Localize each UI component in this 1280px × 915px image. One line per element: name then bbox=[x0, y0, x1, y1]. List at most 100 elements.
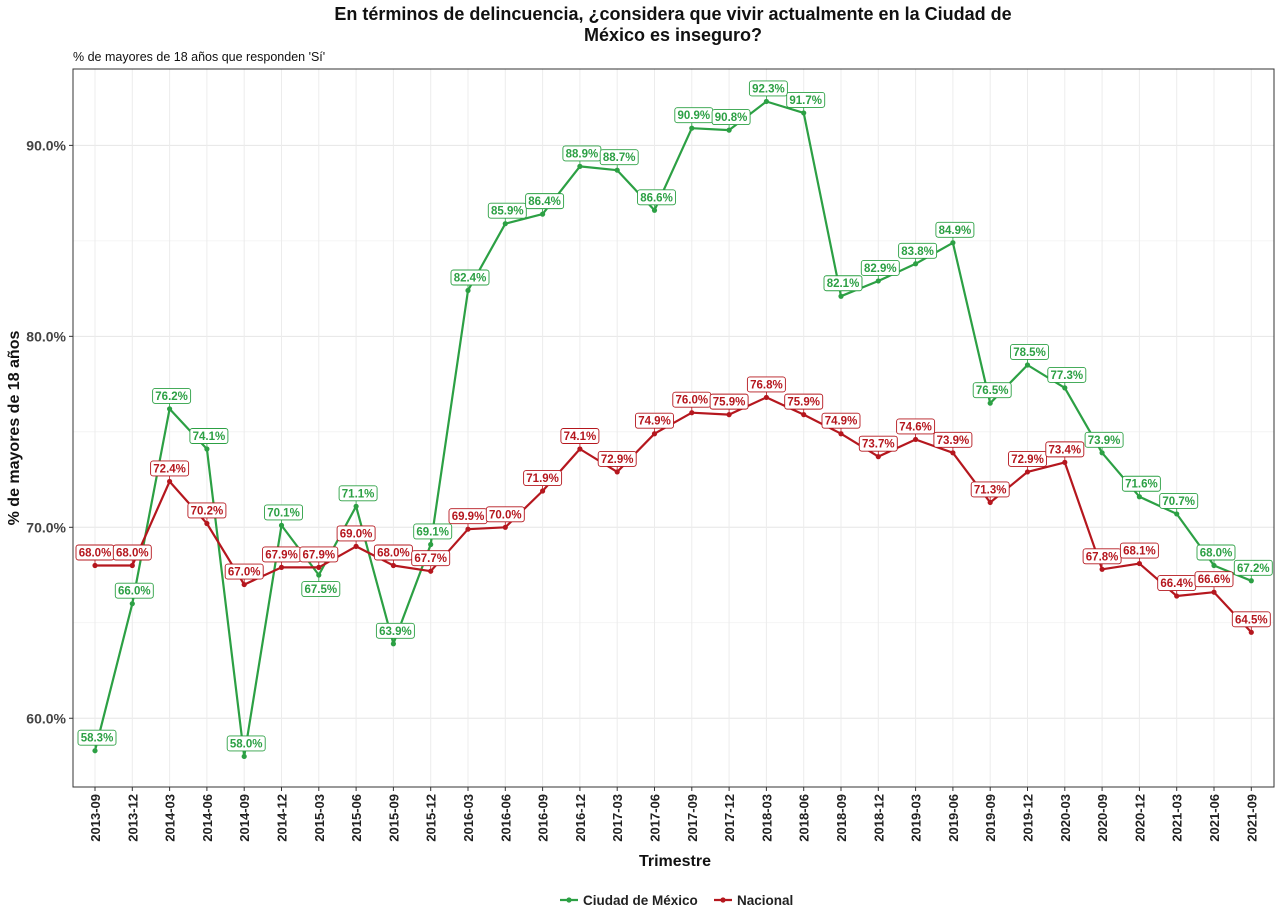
data-point-cdmx bbox=[1248, 578, 1254, 584]
data-label-box-nacional bbox=[784, 393, 824, 410]
x-tick-label: 2018-06 bbox=[797, 794, 812, 842]
x-axis-title: Trimestre bbox=[639, 853, 711, 870]
data-label-cdmx: 71.1% bbox=[342, 488, 375, 500]
data-label-cdmx: 82.9% bbox=[864, 263, 897, 275]
data-label-cdmx: 67.5% bbox=[304, 584, 337, 596]
data-label-box-cdmx bbox=[1121, 475, 1161, 492]
data-label-nacional: 74.6% bbox=[899, 421, 932, 433]
data-point-cdmx bbox=[129, 601, 135, 607]
plot-panel-border bbox=[72, 68, 1275, 788]
data-label-box-cdmx bbox=[226, 735, 266, 752]
data-label-box-cdmx bbox=[487, 202, 527, 219]
data-point-cdmx bbox=[241, 753, 247, 760]
data-label-box-nacional bbox=[560, 428, 600, 444]
data-label-box-nacional bbox=[187, 502, 227, 519]
data-label-box-nacional bbox=[1045, 441, 1085, 458]
data-label-box-cdmx bbox=[1196, 544, 1236, 561]
data-label-box-cdmx bbox=[189, 428, 229, 444]
data-label-nacional: 76.0% bbox=[675, 395, 708, 407]
data-label-nacional: 72.9% bbox=[1011, 454, 1044, 466]
x-tick-label: 2019-12 bbox=[1021, 794, 1036, 842]
data-label-box-cdmx bbox=[823, 275, 863, 292]
x-tick-label: 2017-12 bbox=[722, 794, 737, 842]
data-label-cdmx: 74.1% bbox=[193, 431, 226, 443]
data-label-box-cdmx bbox=[525, 193, 565, 210]
data-label-box-nacional bbox=[1194, 571, 1234, 588]
data-label-box-nacional bbox=[336, 525, 376, 542]
data-label-cdmx: 90.9% bbox=[677, 110, 710, 122]
data-label-cdmx: 90.8% bbox=[715, 112, 748, 124]
legend-label-cdmx: Ciudad de México bbox=[583, 893, 698, 908]
x-tick-label: 2017-09 bbox=[685, 794, 700, 842]
data-label-box-cdmx bbox=[77, 729, 117, 746]
x-tick-label: 2016-06 bbox=[498, 794, 513, 842]
data-label-cdmx: 78.5% bbox=[1013, 347, 1046, 359]
data-label-nacional: 72.4% bbox=[153, 463, 186, 475]
data-label-cdmx: 91.7% bbox=[789, 95, 822, 107]
data-label-nacional: 73.4% bbox=[1048, 444, 1081, 456]
data-label-cdmx: 88.9% bbox=[566, 148, 599, 160]
data-label-nacional: 67.9% bbox=[265, 549, 298, 561]
data-label-box-cdmx bbox=[711, 109, 751, 126]
data-label-nacional: 68.0% bbox=[116, 547, 149, 559]
x-tick-label: 2020-09 bbox=[1095, 794, 1110, 842]
x-tick-label: 2019-09 bbox=[983, 794, 998, 842]
data-label-cdmx: 82.4% bbox=[454, 273, 487, 285]
data-point-nacional bbox=[465, 526, 471, 532]
data-label-box-nacional bbox=[709, 393, 749, 410]
data-point-nacional bbox=[204, 520, 210, 527]
data-label-nacional: 69.9% bbox=[452, 511, 485, 523]
chart-title-line-2: México es inseguro? bbox=[584, 25, 762, 45]
x-tick-label: 2017-06 bbox=[648, 794, 663, 842]
series-line-cdmx bbox=[93, 100, 1252, 758]
data-label-box-cdmx bbox=[637, 189, 676, 206]
x-tick-label: 2014-03 bbox=[163, 794, 178, 842]
x-tick-label: 2014-09 bbox=[237, 794, 252, 842]
data-label-box-nacional bbox=[150, 460, 190, 477]
data-point-nacional bbox=[428, 568, 434, 574]
data-label-box-nacional bbox=[411, 550, 451, 567]
data-label-box-cdmx bbox=[898, 242, 938, 259]
data-label-cdmx: 84.9% bbox=[939, 225, 972, 237]
data-label-box-nacional bbox=[821, 412, 861, 429]
data-label-nacional: 70.2% bbox=[191, 505, 224, 517]
data-label-box-cdmx bbox=[375, 622, 415, 639]
x-tick-label: 2020-12 bbox=[1132, 794, 1147, 842]
data-label-box-cdmx bbox=[1047, 366, 1087, 383]
data-label-box-nacional bbox=[299, 546, 339, 563]
data-label-nacional: 68.1% bbox=[1123, 546, 1156, 558]
data-label-box-nacional bbox=[635, 412, 674, 429]
x-tick-label: 2017-03 bbox=[610, 794, 625, 842]
y-tick-label: 80.0% bbox=[26, 328, 66, 344]
data-label-box-nacional bbox=[970, 481, 1010, 498]
data-label-box-nacional bbox=[485, 506, 525, 523]
data-label-cdmx: 69.1% bbox=[416, 526, 449, 538]
x-tick-label: 2013-12 bbox=[125, 794, 140, 842]
data-label-cdmx: 67.2% bbox=[1237, 563, 1270, 575]
data-label-nacional: 66.6% bbox=[1198, 574, 1231, 586]
data-label-nacional: 71.3% bbox=[974, 484, 1007, 496]
data-label-box-nacional bbox=[1008, 450, 1047, 467]
data-label-nacional: 70.0% bbox=[489, 509, 522, 521]
x-tick-label: 2016-03 bbox=[461, 794, 476, 842]
data-label-box-nacional bbox=[523, 470, 563, 486]
x-tick-label: 2019-03 bbox=[909, 794, 924, 842]
x-tick-label: 2019-06 bbox=[946, 794, 961, 842]
data-point-nacional bbox=[1174, 593, 1180, 599]
data-label-nacional: 64.5% bbox=[1235, 614, 1268, 626]
data-label-box-nacional bbox=[112, 544, 152, 561]
data-label-nacional: 66.4% bbox=[1160, 578, 1193, 590]
x-tick-label: 2021-03 bbox=[1170, 794, 1185, 842]
data-label-box-cdmx bbox=[450, 269, 490, 286]
legend-label-nacional: Nacional bbox=[737, 893, 793, 908]
data-label-nacional: 67.0% bbox=[228, 567, 261, 579]
data-label-cdmx: 83.8% bbox=[901, 246, 934, 258]
data-point-cdmx bbox=[428, 541, 434, 548]
data-label-box-cdmx bbox=[1084, 431, 1124, 448]
x-tick-label: 2015-09 bbox=[386, 794, 401, 842]
x-tick-label: 2018-03 bbox=[759, 794, 774, 842]
data-label-nacional: 76.8% bbox=[750, 379, 783, 391]
data-label-box-cdmx bbox=[935, 221, 975, 238]
